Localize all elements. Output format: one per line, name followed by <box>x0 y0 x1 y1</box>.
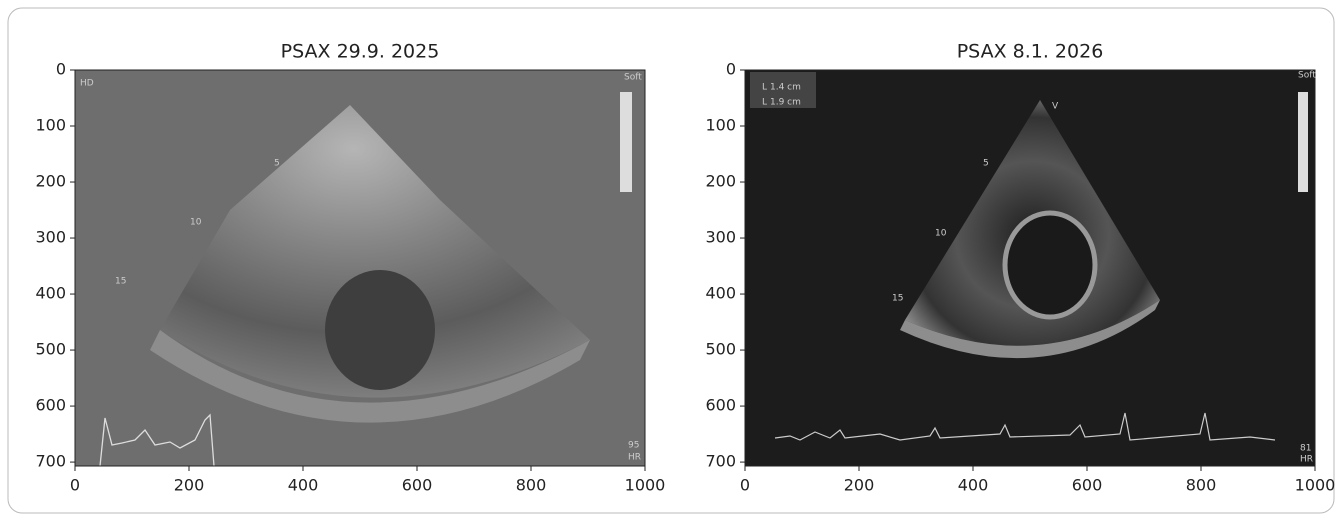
image-annotation: 10 <box>190 218 202 228</box>
image-annotation: HR <box>628 453 641 463</box>
y-tick-label: 200 <box>35 172 66 191</box>
image-annotation: 5 <box>983 159 989 169</box>
chart-title: PSAX 8.1. 2026 <box>957 41 1104 63</box>
y-tick-label: 500 <box>705 340 736 359</box>
ultrasound-image <box>75 70 645 467</box>
y-tick-label: 0 <box>726 60 736 79</box>
image-annotation: HD <box>80 79 94 89</box>
image-annotation: V <box>1052 102 1059 112</box>
image-annotation: 5 <box>274 159 280 169</box>
y-tick-label: 100 <box>705 116 736 135</box>
y-tick-label: 300 <box>705 228 736 247</box>
x-tick-label: 400 <box>288 476 319 495</box>
image-annotation: Soft <box>1298 71 1316 81</box>
image-annotation: 95 <box>628 441 639 451</box>
x-tick-label: 1000 <box>625 476 666 495</box>
x-tick-label: 200 <box>174 476 205 495</box>
y-tick-label: 300 <box>35 228 66 247</box>
image-annotation: L <box>762 98 767 108</box>
ultrasound-image <box>745 70 1315 466</box>
frame <box>7 7 1335 514</box>
y-tick-label: 400 <box>705 284 736 303</box>
y-tick-label: 400 <box>35 284 66 303</box>
image-annotation: 15 <box>892 294 903 304</box>
image-annotation: 1.4 cm <box>770 83 801 93</box>
y-tick-label: 100 <box>35 116 66 135</box>
y-tick-label: 500 <box>35 340 66 359</box>
image-annotation: 1.9 cm <box>770 98 801 108</box>
chart-title: PSAX 29.9. 2025 <box>281 41 440 63</box>
x-tick-label: 800 <box>1186 476 1217 495</box>
x-tick-label: 400 <box>958 476 989 495</box>
y-tick-label: 700 <box>35 452 66 471</box>
y-tick-label: 700 <box>705 452 736 471</box>
x-tick-label: 1000 <box>1295 476 1336 495</box>
x-tick-label: 800 <box>516 476 547 495</box>
image-annotation: L <box>762 83 767 93</box>
y-tick-label: 600 <box>705 396 736 415</box>
x-tick-label: 600 <box>1072 476 1103 495</box>
y-tick-label: 0 <box>56 60 66 79</box>
axes-frame <box>74 69 646 467</box>
x-tick-label: 600 <box>402 476 433 495</box>
image-annotation: HR <box>1300 455 1313 465</box>
image-annotation: 10 <box>935 229 947 239</box>
image-annotation: 81 <box>1300 444 1311 454</box>
x-tick-label: 0 <box>70 476 80 495</box>
x-tick-label: 0 <box>740 476 750 495</box>
y-tick-label: 600 <box>35 396 66 415</box>
axes-frame <box>744 69 1316 467</box>
image-annotation: 15 <box>115 277 126 287</box>
y-tick-label: 200 <box>705 172 736 191</box>
image-annotation: Soft <box>624 73 642 83</box>
x-tick-label: 200 <box>844 476 875 495</box>
